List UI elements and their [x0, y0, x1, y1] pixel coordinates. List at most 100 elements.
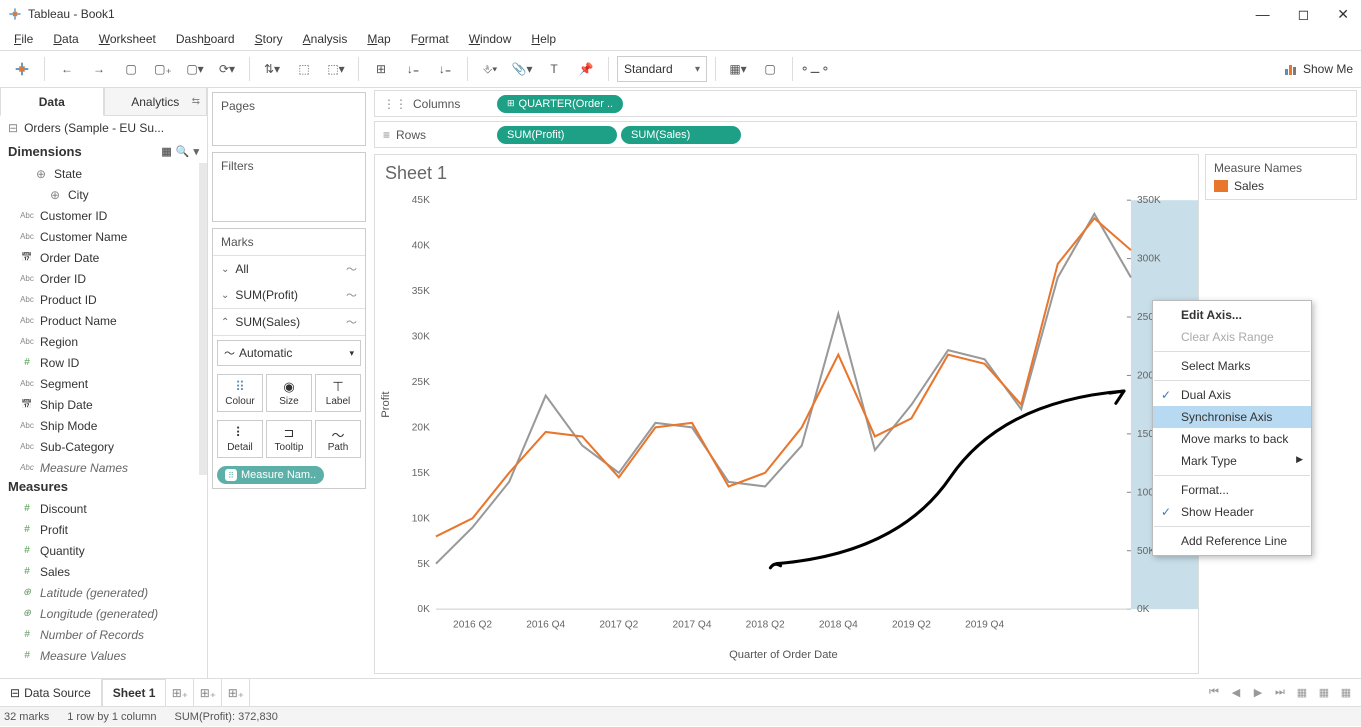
- rows-pill-1[interactable]: SUM(Profit): [497, 126, 617, 144]
- scrollbar[interactable]: [199, 163, 207, 475]
- ctx-edit-axis-[interactable]: Edit Axis...: [1153, 304, 1311, 326]
- tab-data[interactable]: Data: [0, 88, 104, 116]
- field-discount[interactable]: Discount: [0, 498, 207, 519]
- field-customer-id[interactable]: AbcCustomer ID: [0, 205, 199, 226]
- pin-icon[interactable]: 📎▾: [508, 55, 536, 83]
- label-button[interactable]: ⊤Label: [315, 374, 361, 412]
- swap-icon[interactable]: ⇅▾: [258, 55, 286, 83]
- ctx-format-[interactable]: Format...: [1153, 479, 1311, 501]
- label-icon[interactable]: T: [540, 55, 568, 83]
- fix-icon[interactable]: 📌: [572, 55, 600, 83]
- ctx-select-marks[interactable]: Select Marks: [1153, 355, 1311, 377]
- field-ship-date[interactable]: Ship Date: [0, 394, 199, 415]
- tab-analytics[interactable]: Analytics⇆: [104, 88, 208, 116]
- view-sort-icon[interactable]: ▦: [1313, 683, 1335, 703]
- new-data-icon[interactable]: ▢₊: [149, 55, 177, 83]
- menu-worksheet[interactable]: Worksheet: [91, 30, 164, 48]
- sort-desc-icon[interactable]: ⬚▾: [322, 55, 350, 83]
- menu-analysis[interactable]: Analysis: [295, 30, 356, 48]
- mark-all[interactable]: ⌄All〜: [213, 256, 365, 282]
- field-profit[interactable]: Profit: [0, 519, 207, 540]
- ctx-move-marks-to-back[interactable]: Move marks to back: [1153, 428, 1311, 450]
- field-city[interactable]: City: [0, 184, 199, 205]
- rows-shelf[interactable]: ≡Rows SUM(Profit) SUM(Sales): [374, 121, 1357, 148]
- auto-update-icon[interactable]: ▢▾: [181, 55, 209, 83]
- tooltip-button[interactable]: ⊐Tooltip: [266, 420, 312, 458]
- field-customer-name[interactable]: AbcCustomer Name: [0, 226, 199, 247]
- view-icon[interactable]: ▦: [161, 145, 171, 158]
- tableau-icon[interactable]: [8, 55, 36, 83]
- view-tabs-icon[interactable]: ▦: [1291, 683, 1313, 703]
- search-icon[interactable]: 🔍: [176, 145, 190, 158]
- share-icon[interactable]: ⚬⚊⚬: [801, 55, 829, 83]
- field-longitude-generated-[interactable]: Longitude (generated): [0, 603, 207, 624]
- menu-map[interactable]: Map: [359, 30, 398, 48]
- detail-button[interactable]: ⠇Detail: [217, 420, 263, 458]
- ctx-dual-axis[interactable]: ✓Dual Axis: [1153, 384, 1311, 406]
- sheet-title[interactable]: Sheet 1: [375, 155, 1198, 192]
- mark-profit[interactable]: ⌄SUM(Profit)〜: [213, 282, 365, 308]
- menu-story[interactable]: Story: [247, 30, 291, 48]
- colour-button[interactable]: ⠿Colour: [217, 374, 263, 412]
- highlight-icon[interactable]: ⎀▾: [476, 55, 504, 83]
- ctx-show-header[interactable]: ✓Show Header: [1153, 501, 1311, 523]
- field-measure-names[interactable]: AbcMeasure Names: [0, 457, 199, 475]
- columns-pill[interactable]: ⊞QUARTER(Order ..: [497, 95, 623, 113]
- save-icon[interactable]: ▢: [117, 55, 145, 83]
- field-number-of-records[interactable]: Number of Records: [0, 624, 207, 645]
- field-quantity[interactable]: Quantity: [0, 540, 207, 561]
- field-ship-mode[interactable]: AbcShip Mode: [0, 415, 199, 436]
- field-region[interactable]: AbcRegion: [0, 331, 199, 352]
- menu-dashboard[interactable]: Dashboard: [168, 30, 243, 48]
- menu-file[interactable]: File: [6, 30, 41, 48]
- field-order-id[interactable]: AbcOrder ID: [0, 268, 199, 289]
- show-me-button[interactable]: Show Me: [1283, 61, 1353, 77]
- forward-icon[interactable]: →: [85, 55, 113, 83]
- colour-pill[interactable]: ⠿Measure Nam..: [217, 466, 324, 484]
- field-state[interactable]: State: [0, 163, 199, 184]
- filters-card[interactable]: Filters: [212, 152, 366, 222]
- sort-d-icon[interactable]: ↓₌: [431, 55, 459, 83]
- field-latitude-generated-[interactable]: Latitude (generated): [0, 582, 207, 603]
- legend[interactable]: Measure Names Sales: [1205, 154, 1357, 200]
- mark-type-select[interactable]: 〜Automatic: [217, 340, 361, 366]
- sheet-tab[interactable]: Sheet 1: [102, 679, 167, 706]
- cards-icon[interactable]: ▦▾: [724, 55, 752, 83]
- menu-data[interactable]: Data: [45, 30, 86, 48]
- field-segment[interactable]: AbcSegment: [0, 373, 199, 394]
- close-icon[interactable]: ✕: [1337, 6, 1349, 23]
- ctx-synchronise-axis[interactable]: Synchronise Axis: [1153, 406, 1311, 428]
- field-measure-values[interactable]: Measure Values: [0, 645, 207, 666]
- fit-select[interactable]: Standard: [617, 56, 707, 82]
- view-show-icon[interactable]: ▦: [1335, 683, 1357, 703]
- columns-shelf[interactable]: ⋮⋮Columns ⊞QUARTER(Order ..: [374, 90, 1357, 117]
- legend-item[interactable]: Sales: [1214, 179, 1348, 193]
- sort-a-icon[interactable]: ↓₌: [399, 55, 427, 83]
- field-sub-category[interactable]: AbcSub-Category: [0, 436, 199, 457]
- chart[interactable]: 0K5K10K15K20K25K30K35K40K45K0K50K100K150…: [375, 192, 1198, 673]
- next-icon[interactable]: ▶: [1247, 683, 1269, 703]
- menu-window[interactable]: Window: [461, 30, 520, 48]
- menu-help[interactable]: Help: [523, 30, 564, 48]
- new-dashboard-icon[interactable]: ⊞₊: [194, 679, 222, 706]
- group-icon[interactable]: ⊞: [367, 55, 395, 83]
- refresh-icon[interactable]: ⟳▾: [213, 55, 241, 83]
- menu-icon[interactable]: ▾: [193, 145, 199, 158]
- field-sales[interactable]: Sales: [0, 561, 207, 582]
- back-icon[interactable]: ←: [53, 55, 81, 83]
- new-story-icon[interactable]: ⊞₊: [222, 679, 250, 706]
- rows-pill-2[interactable]: SUM(Sales): [621, 126, 741, 144]
- ctx-add-reference-line[interactable]: Add Reference Line: [1153, 530, 1311, 552]
- prev-icon[interactable]: ◀: [1225, 683, 1247, 703]
- new-worksheet-icon[interactable]: ⊞₊: [166, 679, 194, 706]
- present-icon[interactable]: ▢: [756, 55, 784, 83]
- field-order-date[interactable]: Order Date: [0, 247, 199, 268]
- mark-sales[interactable]: ⌃SUM(Sales)〜: [213, 308, 365, 336]
- field-product-name[interactable]: AbcProduct Name: [0, 310, 199, 331]
- ctx-mark-type[interactable]: Mark Type▶: [1153, 450, 1311, 472]
- field-row-id[interactable]: Row ID: [0, 352, 199, 373]
- data-source-tab[interactable]: ⊟Data Source: [0, 679, 102, 706]
- pages-card[interactable]: Pages: [212, 92, 366, 146]
- last-icon[interactable]: ⏭: [1269, 683, 1291, 703]
- menu-format[interactable]: Format: [403, 30, 457, 48]
